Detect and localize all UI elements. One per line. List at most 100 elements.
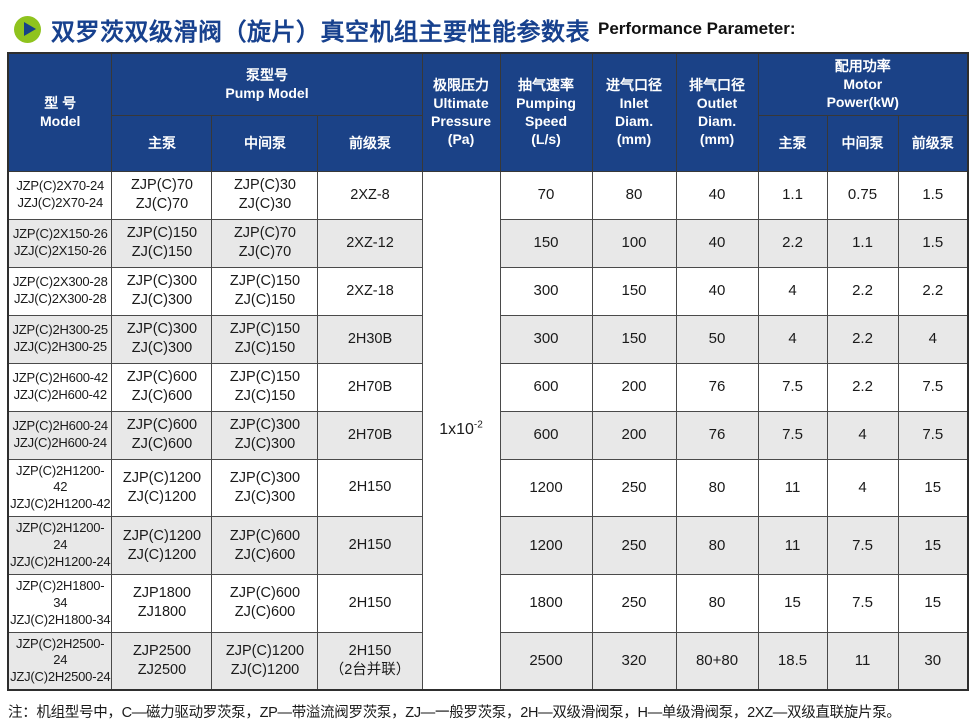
cell-pumping-speed: 2500 <box>499 631 593 691</box>
cell-main-pump: ZJP(C)70 ZJ(C)70 <box>111 170 213 220</box>
header-pumping-speed: 抽气速率 Pumping Speed (L/s) <box>499 52 593 172</box>
table-row: JZP(C)2X300-28 JZJ(C)2X300-28 ZJP(C)300 Z… <box>7 266 969 316</box>
cell-power-mid: 2.2 <box>826 362 899 412</box>
cell-main-pump: ZJP(C)600 ZJ(C)600 <box>111 410 213 460</box>
play-icon <box>14 15 41 43</box>
cell-power-mid: 7.5 <box>826 516 899 575</box>
header-outlet-diam: 排气口径 Outlet Diam. (mm) <box>675 52 759 172</box>
cell-power-main: 4 <box>757 266 828 316</box>
cell-mid-pump: ZJP(C)150 ZJ(C)150 <box>211 314 319 364</box>
cell-inlet-diam: 200 <box>591 362 677 412</box>
cell-inlet-diam: 250 <box>591 516 677 575</box>
cell-main-pump: ZJP(C)300 ZJ(C)300 <box>111 266 213 316</box>
cell-power-main: 15 <box>757 573 828 633</box>
header-power-fore: 前级泵 <box>897 114 969 172</box>
header-ultimate-pressure: 极限压力 Ultimate Pressure (Pa) <box>421 52 501 172</box>
cell-power-mid: 4 <box>826 410 899 460</box>
cell-outlet-diam: 40 <box>675 170 759 220</box>
header-pump-model: 泵型号 Pump Model <box>111 52 423 116</box>
cell-power-mid: 11 <box>826 631 899 691</box>
cell-main-pump: ZJP(C)1200 ZJ(C)1200 <box>111 458 213 518</box>
cell-mid-pump: ZJP(C)30 ZJ(C)30 <box>211 170 319 220</box>
cell-outlet-diam: 76 <box>675 362 759 412</box>
cell-main-pump: ZJP(C)300 ZJ(C)300 <box>111 314 213 364</box>
cell-pumping-speed: 300 <box>499 314 593 364</box>
cell-model: JZP(C)2H1200-42 JZJ(C)2H1200-42 <box>7 458 113 518</box>
cell-power-fore: 7.5 <box>897 362 969 412</box>
cell-inlet-diam: 100 <box>591 218 677 268</box>
cell-model: JZP(C)2X300-28 JZJ(C)2X300-28 <box>7 266 113 316</box>
cell-power-mid: 1.1 <box>826 218 899 268</box>
cell-power-main: 11 <box>757 516 828 575</box>
cell-inlet-diam: 150 <box>591 314 677 364</box>
cell-model: JZP(C)2H2500-24 JZJ(C)2H2500-24 <box>7 631 113 691</box>
title-bar: 双罗茨双级滑阀（旋片）真空机组主要性能参数表 Performance Param… <box>0 0 976 52</box>
cell-mid-pump: ZJP(C)70 ZJ(C)70 <box>211 218 319 268</box>
cell-model: JZP(C)2X150-26 JZJ(C)2X150-26 <box>7 218 113 268</box>
cell-outlet-diam: 76 <box>675 410 759 460</box>
cell-power-mid: 2.2 <box>826 314 899 364</box>
cell-pumping-speed: 1800 <box>499 573 593 633</box>
cell-mid-pump: ZJP(C)600 ZJ(C)600 <box>211 516 319 575</box>
header-power-mid: 中间泵 <box>826 114 899 172</box>
header-fore-pump: 前级泵 <box>317 114 423 172</box>
table-row: JZP(C)2H2500-24 JZJ(C)2H2500-24 ZJP2500 Z… <box>7 631 969 691</box>
cell-power-main: 7.5 <box>757 410 828 460</box>
cell-power-fore: 15 <box>897 458 969 518</box>
page-title-en: Performance Parameter: <box>598 19 796 38</box>
cell-mid-pump: ZJP(C)300 ZJ(C)300 <box>211 458 319 518</box>
cell-ultimate-pressure: 1x10-2 <box>421 170 501 691</box>
table-body: JZP(C)2X70-24 JZJ(C)2X70-24 ZJP(C)70 ZJ(C… <box>7 170 969 691</box>
cell-pumping-speed: 70 <box>499 170 593 220</box>
cell-main-pump: ZJP(C)150 ZJ(C)150 <box>111 218 213 268</box>
cell-power-main: 2.2 <box>757 218 828 268</box>
cell-model: JZP(C)2H600-24 JZJ(C)2H600-24 <box>7 410 113 460</box>
table-row: JZP(C)2H1200-42 JZJ(C)2H1200-42 ZJP(C)120… <box>7 458 969 518</box>
table-row: JZP(C)2H300-25 JZJ(C)2H300-25 ZJP(C)300 Z… <box>7 314 969 364</box>
cell-outlet-diam: 80 <box>675 516 759 575</box>
cell-fore-pump: 2H70B <box>317 410 423 460</box>
cell-pumping-speed: 1200 <box>499 516 593 575</box>
cell-mid-pump: ZJP(C)150 ZJ(C)150 <box>211 266 319 316</box>
cell-fore-pump: 2H150 <box>317 458 423 518</box>
cell-inlet-diam: 150 <box>591 266 677 316</box>
cell-pumping-speed: 300 <box>499 266 593 316</box>
cell-power-mid: 2.2 <box>826 266 899 316</box>
cell-pumping-speed: 1200 <box>499 458 593 518</box>
cell-outlet-diam: 40 <box>675 218 759 268</box>
page-title: 双罗茨双级滑阀（旋片）真空机组主要性能参数表 <box>51 18 590 46</box>
cell-inlet-diam: 200 <box>591 410 677 460</box>
cell-mid-pump: ZJP(C)1200 ZJ(C)1200 <box>211 631 319 691</box>
cell-power-fore: 15 <box>897 516 969 575</box>
cell-power-fore: 1.5 <box>897 170 969 220</box>
cell-fore-pump: 2H150 （2台并联） <box>317 631 423 691</box>
cell-power-mid: 0.75 <box>826 170 899 220</box>
cell-power-main: 11 <box>757 458 828 518</box>
cell-inlet-diam: 320 <box>591 631 677 691</box>
cell-inlet-diam: 250 <box>591 573 677 633</box>
table-header: 型 号 Model 泵型号 Pump Model 极限压力 Ultimate P… <box>7 52 969 172</box>
cell-power-main: 7.5 <box>757 362 828 412</box>
cell-power-fore: 30 <box>897 631 969 691</box>
cell-model: JZP(C)2H300-25 JZJ(C)2H300-25 <box>7 314 113 364</box>
cell-main-pump: ZJP(C)1200 ZJ(C)1200 <box>111 516 213 575</box>
cell-power-fore: 15 <box>897 573 969 633</box>
cell-power-fore: 1.5 <box>897 218 969 268</box>
cell-main-pump: ZJP2500 ZJ2500 <box>111 631 213 691</box>
cell-model: JZP(C)2H1200-24 JZJ(C)2H1200-24 <box>7 516 113 575</box>
cell-power-mid: 4 <box>826 458 899 518</box>
cell-fore-pump: 2XZ-18 <box>317 266 423 316</box>
footnote: 注：机组型号中，C—磁力驱动罗茨泵，ZP—带溢流阀罗茨泵，ZJ—一般罗茨泵，2H… <box>8 705 901 722</box>
table-row: JZP(C)2H600-24 JZJ(C)2H600-24 ZJP(C)600 Z… <box>7 410 969 460</box>
cell-inlet-diam: 250 <box>591 458 677 518</box>
cell-power-mid: 7.5 <box>826 573 899 633</box>
cell-outlet-diam: 80+80 <box>675 631 759 691</box>
cell-model: JZP(C)2X70-24 JZJ(C)2X70-24 <box>7 170 113 220</box>
cell-fore-pump: 2H150 <box>317 516 423 575</box>
cell-outlet-diam: 80 <box>675 573 759 633</box>
cell-fore-pump: 2H150 <box>317 573 423 633</box>
header-mid-pump: 中间泵 <box>211 114 319 172</box>
cell-fore-pump: 2H70B <box>317 362 423 412</box>
performance-table: 型 号 Model 泵型号 Pump Model 极限压力 Ultimate P… <box>6 52 970 692</box>
